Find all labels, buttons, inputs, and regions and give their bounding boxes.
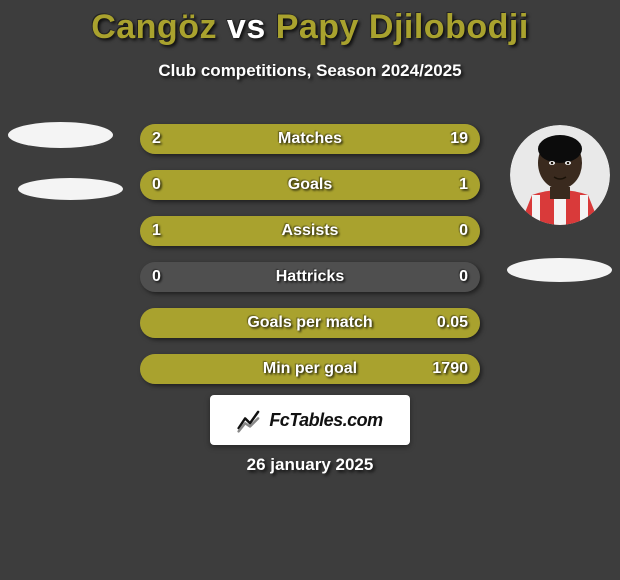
stat-value-left: 1 bbox=[152, 216, 161, 246]
stat-value-right: 1790 bbox=[432, 354, 468, 384]
stat-value-right: 1 bbox=[459, 170, 468, 200]
stat-label: Assists bbox=[140, 216, 480, 246]
stat-value-left: 0 bbox=[152, 170, 161, 200]
stat-value-right: 0.05 bbox=[437, 308, 468, 338]
avatar-left-shape-1 bbox=[8, 122, 113, 148]
stat-row: Goals per match0.05 bbox=[140, 308, 480, 338]
brand-icon bbox=[237, 407, 263, 433]
stat-row: Hattricks0 0 bbox=[140, 262, 480, 292]
stat-label: Goals bbox=[140, 170, 480, 200]
stat-row: Matches2 19 bbox=[140, 124, 480, 154]
title-player-right: Papy Djilobodji bbox=[276, 8, 529, 46]
stat-value-right: 0 bbox=[459, 216, 468, 246]
stat-row: Goals0 1 bbox=[140, 170, 480, 200]
avatar-right bbox=[510, 125, 610, 225]
stats-bars: Matches219Goals01Assists10Hattricks00Goa… bbox=[140, 124, 480, 400]
stat-label: Goals per match bbox=[140, 308, 480, 338]
title-player-left: Cangöz bbox=[91, 8, 217, 46]
stat-row: Assists1 0 bbox=[140, 216, 480, 246]
stat-label: Hattricks bbox=[140, 262, 480, 292]
stat-label: Min per goal bbox=[140, 354, 480, 384]
stat-value-right: 0 bbox=[459, 262, 468, 292]
title-vs: vs bbox=[217, 8, 276, 46]
footer-date: 26 january 2025 bbox=[0, 455, 620, 475]
page-title: Cangöz vs Papy Djilobodji bbox=[0, 0, 620, 47]
stat-value-left: 2 bbox=[152, 124, 161, 154]
stat-value-left: 0 bbox=[152, 262, 161, 292]
player-right-icon bbox=[510, 125, 610, 225]
avatar-left-shape-2 bbox=[18, 178, 123, 200]
subtitle: Club competitions, Season 2024/2025 bbox=[0, 61, 620, 81]
avatar-right-shape-1 bbox=[507, 258, 612, 282]
footer-brand-text: FcTables.com bbox=[269, 410, 382, 431]
stat-row: Min per goal1790 bbox=[140, 354, 480, 384]
stat-label: Matches bbox=[140, 124, 480, 154]
stat-value-right: 19 bbox=[450, 124, 468, 154]
footer-brand: FcTables.com bbox=[210, 395, 410, 445]
